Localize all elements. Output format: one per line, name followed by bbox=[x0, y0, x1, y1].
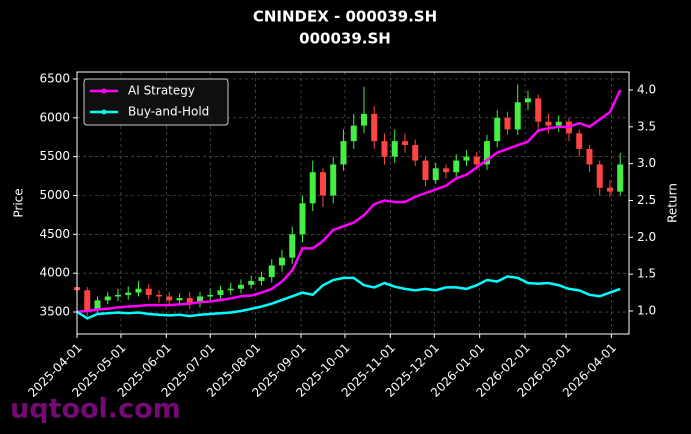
candle-body bbox=[176, 298, 183, 301]
candle-body bbox=[442, 168, 449, 173]
legend-marker bbox=[101, 109, 107, 115]
y-tick-label: 4000 bbox=[39, 266, 70, 280]
chart-subtitle: 000039.SH bbox=[299, 30, 391, 48]
y2-tick-label: 2.0 bbox=[637, 230, 656, 244]
y-tick-label: 4500 bbox=[39, 227, 70, 241]
candle-body bbox=[289, 234, 296, 258]
candle-body bbox=[155, 294, 162, 297]
candle-body bbox=[278, 257, 285, 266]
candle-body bbox=[114, 294, 121, 297]
candle-body bbox=[617, 164, 624, 192]
legend-label: Buy-and-Hold bbox=[128, 105, 209, 119]
candle-body bbox=[94, 300, 101, 311]
candle-body bbox=[371, 113, 378, 142]
y-tick-label: 3500 bbox=[39, 305, 70, 319]
candle-body bbox=[494, 117, 501, 142]
legend-marker bbox=[101, 88, 107, 94]
line-series bbox=[76, 275, 621, 320]
candle-body bbox=[453, 160, 460, 173]
y2-tick-label: 2.5 bbox=[637, 193, 656, 207]
candle-body bbox=[166, 296, 173, 301]
candle-body bbox=[84, 290, 91, 311]
candle-body bbox=[463, 156, 470, 161]
candle-body bbox=[596, 164, 603, 188]
watermark: uqtool.com bbox=[10, 394, 181, 425]
line-series bbox=[76, 89, 622, 313]
candle-body bbox=[227, 288, 234, 291]
y2-tick-label: 3.5 bbox=[637, 119, 656, 133]
candle-body bbox=[248, 280, 255, 285]
candle-body bbox=[299, 203, 306, 235]
legend-box bbox=[83, 78, 229, 126]
candle-body bbox=[483, 141, 490, 165]
candle-body bbox=[391, 141, 398, 157]
candle-body bbox=[196, 296, 203, 303]
candle-body bbox=[555, 121, 562, 126]
plot-frame bbox=[76, 71, 630, 335]
candle-body bbox=[350, 125, 357, 142]
y2-axis-label: Return bbox=[666, 183, 680, 223]
candle-body bbox=[217, 290, 224, 295]
y2-tick-label: 3.0 bbox=[637, 156, 656, 170]
candle-body bbox=[606, 187, 613, 192]
candle-body bbox=[412, 145, 419, 161]
y2-tick-label: 1.0 bbox=[637, 304, 656, 318]
candle-body bbox=[473, 156, 480, 165]
candle-body bbox=[432, 168, 439, 180]
y-axis-label: Price bbox=[12, 188, 26, 217]
y-tick-label: 6000 bbox=[39, 110, 70, 124]
chart-title: CNINDEX - 000039.SH bbox=[253, 8, 437, 26]
candle-body bbox=[586, 148, 593, 165]
candle-body bbox=[576, 133, 583, 149]
candle-body bbox=[360, 113, 367, 126]
candle-body bbox=[330, 164, 337, 196]
candle-body bbox=[535, 98, 542, 122]
y-tick-label: 6500 bbox=[39, 71, 70, 85]
candle-body bbox=[125, 292, 132, 295]
candle-body bbox=[381, 141, 388, 157]
y2-tick-label: 1.5 bbox=[637, 267, 656, 281]
candle-body bbox=[145, 288, 152, 295]
candle-body bbox=[309, 172, 316, 204]
candle-body bbox=[258, 277, 265, 281]
candle-body bbox=[401, 141, 408, 146]
candle-body bbox=[186, 298, 193, 303]
candle-body bbox=[422, 160, 429, 180]
candle-body bbox=[514, 102, 521, 130]
candle-body bbox=[237, 284, 244, 289]
y-tick-label: 5500 bbox=[39, 149, 70, 163]
legend-label: AI Strategy bbox=[128, 84, 195, 98]
candle-body bbox=[545, 121, 552, 126]
candle-body bbox=[319, 172, 326, 196]
candle-body bbox=[104, 296, 111, 301]
y-tick-label: 5000 bbox=[39, 188, 70, 202]
candle-body bbox=[524, 98, 531, 103]
candle-body bbox=[207, 294, 214, 297]
candle-body bbox=[135, 288, 142, 293]
candle-body bbox=[504, 117, 511, 130]
candle-body bbox=[268, 265, 275, 278]
candle-body bbox=[340, 141, 347, 165]
y2-tick-label: 4.0 bbox=[637, 82, 656, 96]
